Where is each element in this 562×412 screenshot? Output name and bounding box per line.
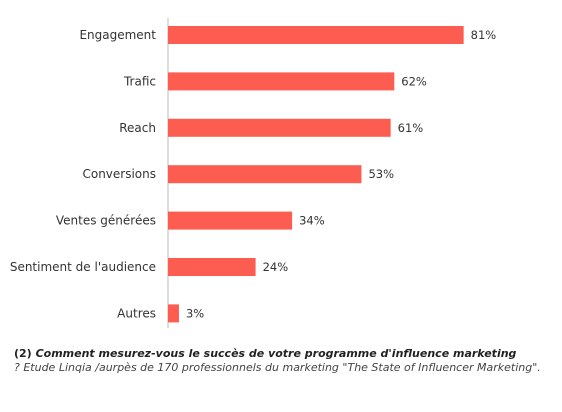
caption-question: Comment mesurez-vous le succès de votre …	[35, 347, 517, 360]
bar	[168, 304, 179, 323]
bar	[168, 211, 293, 230]
value-label: 3%	[186, 306, 204, 320]
caption-title: (2) Comment mesurez-vous le succès de vo…	[14, 347, 554, 361]
value-label: 24%	[263, 260, 289, 274]
value-label: 62%	[401, 74, 427, 88]
bar	[168, 26, 464, 44]
caption-source: ? Etude Linqia /aurpès de 170 profession…	[14, 361, 541, 374]
bar	[168, 165, 362, 184]
category-label: Reach	[119, 121, 156, 135]
bars-group: Engagement 81% Trafic 62% Reach 61% Conversion…	[10, 26, 497, 323]
value-label: 81%	[471, 28, 497, 42]
value-label: 53%	[368, 167, 394, 181]
category-label: Autres	[117, 306, 156, 320]
bar	[168, 258, 256, 276]
bar	[168, 118, 391, 137]
bar-chart: Engagement 81% Trafic 62% Reach 61% Conversion…	[10, 18, 497, 328]
category-label: Conversions	[82, 167, 156, 181]
caption-number: (2)	[14, 347, 32, 360]
value-label: 34%	[299, 214, 325, 228]
category-label: Trafic	[123, 74, 156, 88]
bar	[168, 72, 395, 91]
category-label: Engagement	[79, 28, 156, 42]
category-label: Ventes générées	[56, 214, 156, 228]
category-label: Sentiment de l'audience	[10, 260, 156, 274]
chart-caption: (2) Comment mesurez-vous le succès de vo…	[14, 347, 554, 375]
value-label: 61%	[398, 121, 424, 135]
